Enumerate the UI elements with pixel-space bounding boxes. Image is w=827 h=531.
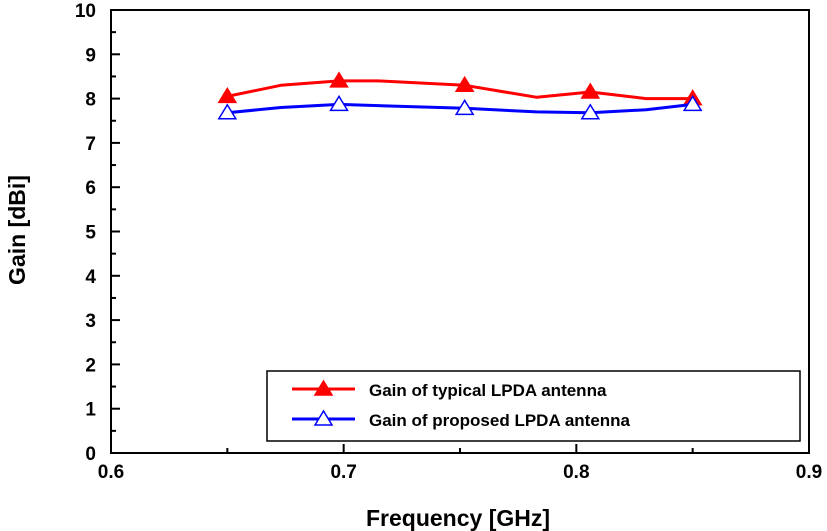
- y-tick-label: 4: [85, 267, 96, 288]
- x-tick-label: 0.7: [330, 462, 356, 483]
- data-point-marker: [580, 103, 601, 120]
- y-tick-label: 6: [85, 178, 96, 199]
- series-line-proposed: [227, 102, 693, 115]
- legend-marker-proposed: [313, 409, 334, 426]
- y-tick-label: 5: [85, 223, 96, 244]
- x-tick-label: 0.6: [98, 462, 124, 483]
- legend-box: [266, 370, 801, 442]
- legend: Gain of typical LPDA antenna Gain of pro…: [266, 370, 801, 442]
- y-tick-label: 8: [85, 90, 96, 111]
- y-tick-label: 1: [85, 400, 96, 421]
- data-point-marker: [329, 94, 349, 112]
- x-axis-title: Frequency [GHz]: [366, 505, 550, 531]
- x-axis: 0.6 0.7 0.8 0.9: [98, 444, 822, 483]
- legend-label-typical: Gain of typical LPDA antenna: [369, 381, 607, 400]
- data-point-marker: [217, 86, 238, 104]
- series-layer: [217, 71, 703, 120]
- x-tick-label: 0.9: [796, 462, 822, 483]
- data-point-marker: [217, 103, 238, 120]
- data-point-marker: [454, 75, 475, 93]
- x-tick-label: 0.8: [563, 462, 589, 483]
- y-tick-label: 0: [85, 444, 96, 465]
- y-tick-label: 7: [85, 134, 96, 155]
- y-tick-label: 10: [75, 1, 96, 22]
- y-tick-label: 2: [85, 355, 96, 376]
- data-point-marker: [329, 71, 349, 88]
- data-point-marker: [682, 94, 703, 112]
- data-point-marker: [454, 98, 475, 116]
- y-axis: 0 1 2 3 4 5 6 7 8 9 10: [75, 1, 120, 465]
- y-axis-title: Gain [dBi]: [4, 175, 30, 285]
- y-tick-label: 9: [85, 45, 96, 66]
- data-point-marker: [580, 82, 601, 99]
- legend-marker-typical: [313, 379, 334, 396]
- y-tick-label: 3: [85, 311, 96, 332]
- legend-label-proposed: Gain of proposed LPDA antenna: [369, 411, 631, 430]
